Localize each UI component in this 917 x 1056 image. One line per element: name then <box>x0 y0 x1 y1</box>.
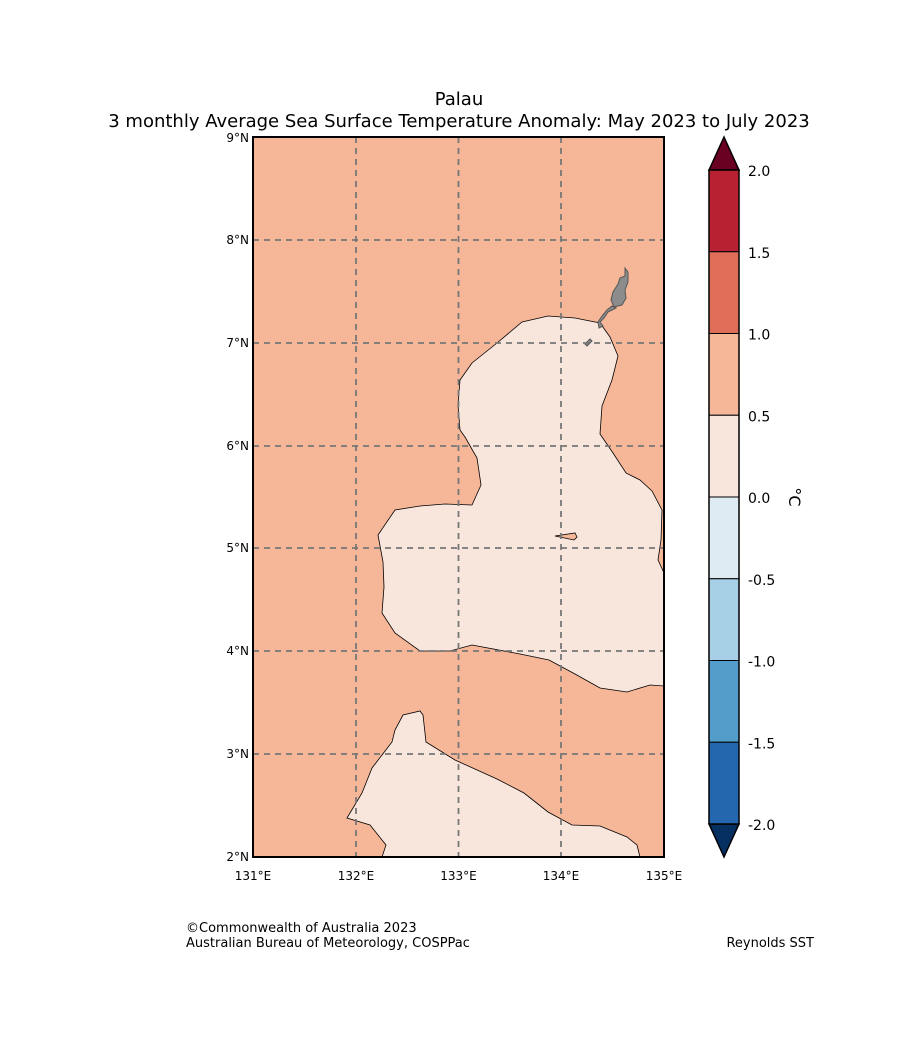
colorbar-segment <box>708 660 740 743</box>
colorbar-tick-label: -2.0 <box>748 818 775 834</box>
colorbar-under-triangle <box>707 823 741 859</box>
x-tick-label: 133°E <box>440 869 477 883</box>
colorbar-tick-label: 1.0 <box>748 328 770 344</box>
x-tick-label: 134°E <box>543 869 580 883</box>
y-tick-label: 8°N <box>226 233 249 247</box>
colorbar-tick-label: 0.5 <box>748 409 770 425</box>
colorbar: 2.0 1.5 1.0 0.5 0.0 -0.5 -1.0 -1.5 -2.0 <box>707 135 775 859</box>
colorbar-segment <box>708 414 740 498</box>
anomaly-region-north <box>377 315 665 693</box>
title-line2: 3 monthly Average Sea Surface Temperatur… <box>108 111 809 132</box>
y-tick-label: 9°N <box>226 131 249 145</box>
colorbar-segment <box>708 333 740 416</box>
colorbar-tick-label: 1.5 <box>748 246 770 262</box>
x-tick-label: 135°E <box>646 869 683 883</box>
colorbar-tick-label: 0.0 <box>748 491 770 507</box>
x-tick-label: 131°E <box>235 869 272 883</box>
title-line1: Palau <box>435 89 484 110</box>
y-tick-labels: 9°N 8°N 7°N 6°N 5°N 4°N 3°N 2°N <box>226 131 249 864</box>
colorbar-tick-label: -0.5 <box>748 573 775 589</box>
colorbar-tick-label: 2.0 <box>748 164 770 180</box>
colorbar-tick-label: -1.0 <box>748 655 775 671</box>
x-tick-label: 132°E <box>338 869 375 883</box>
colorbar-segment <box>708 578 740 661</box>
colorbar-segment <box>708 251 740 334</box>
colorbar-tick-label: -1.5 <box>748 736 775 752</box>
copyright-text: ©Commonwealth of Australia 2023 <box>186 921 417 936</box>
y-tick-label: 4°N <box>226 644 249 658</box>
y-tick-label: 5°N <box>226 541 249 555</box>
y-tick-label: 7°N <box>226 336 249 350</box>
colorbar-segment <box>708 496 740 580</box>
colorbar-segment <box>708 741 740 825</box>
anomaly-patch-small <box>554 532 578 541</box>
land-palau <box>584 266 629 347</box>
data-source-text: Reynolds SST <box>726 936 814 951</box>
colorbar-unit-label: °C <box>785 487 804 506</box>
agency-text: Australian Bureau of Meteorology, COSPPa… <box>186 936 470 951</box>
map-panel: 131°E 132°E 133°E 134°E 135°E 9°N 8°N 7°… <box>226 131 682 883</box>
y-tick-label: 6°N <box>226 439 249 453</box>
y-tick-label: 3°N <box>226 747 249 761</box>
map-frame <box>252 136 665 858</box>
x-tick-labels: 131°E 132°E 133°E 134°E 135°E <box>235 869 683 883</box>
gridlines <box>253 137 664 857</box>
colorbar-over-triangle <box>707 135 741 171</box>
y-tick-label: 2°N <box>226 850 249 864</box>
colorbar-frame <box>708 169 740 825</box>
colorbar-segment <box>708 169 740 253</box>
